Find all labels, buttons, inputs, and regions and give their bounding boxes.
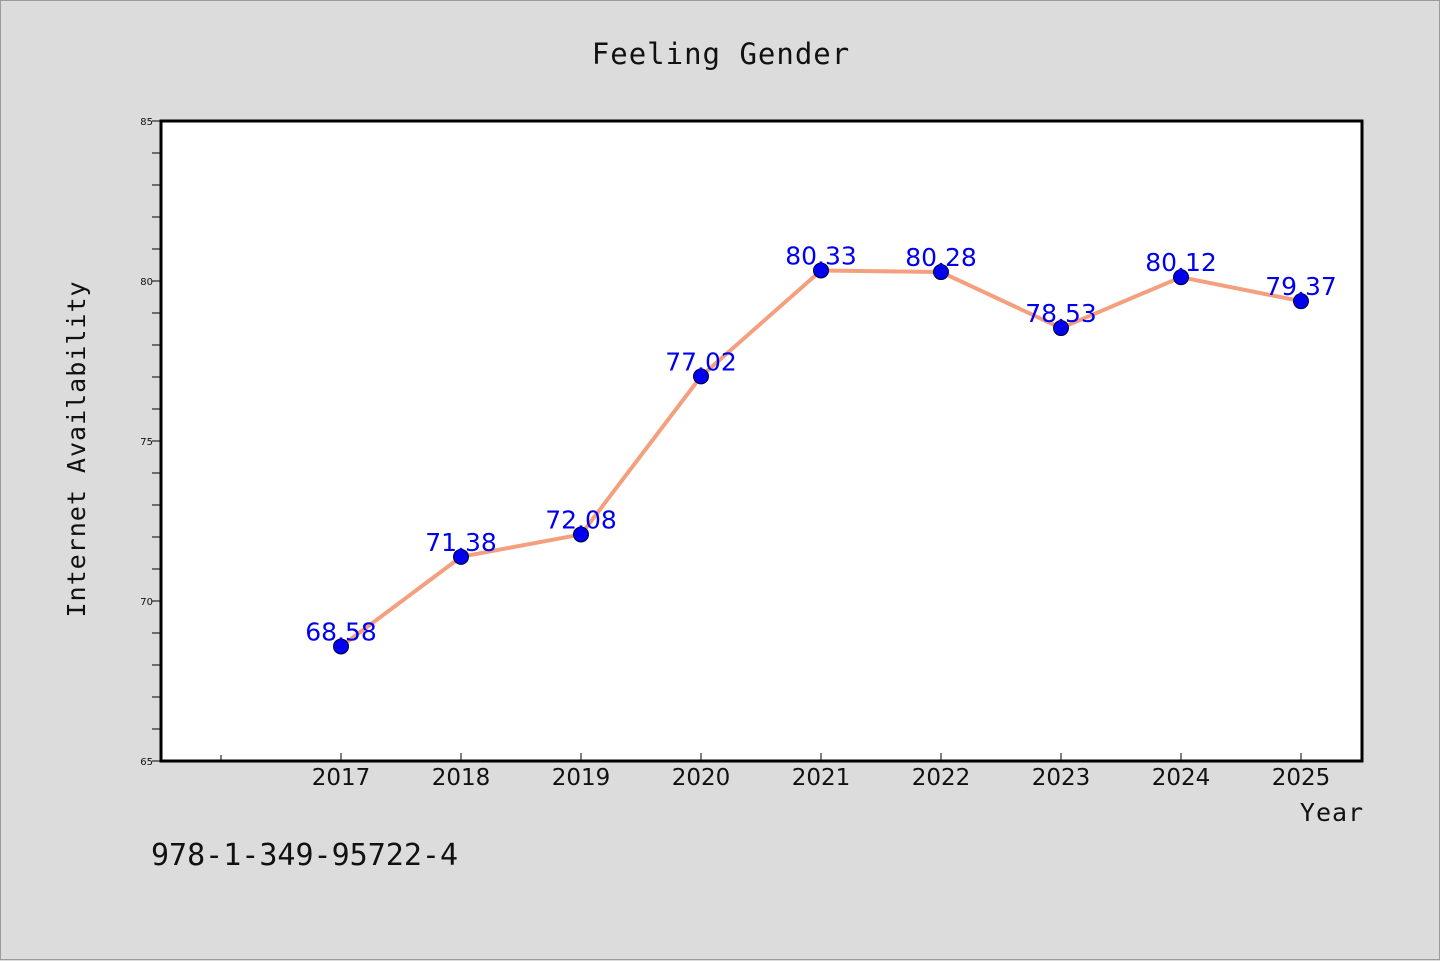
- x-tick-label: 2024: [1152, 765, 1211, 791]
- data-point: [573, 526, 589, 543]
- data-point: [1293, 293, 1309, 310]
- data-point: [813, 262, 829, 279]
- x-tick-label: 2020: [672, 765, 731, 791]
- data-point: [1173, 269, 1189, 286]
- data-label: 68.58: [305, 617, 377, 646]
- data-label: 80.28: [905, 243, 977, 272]
- data-label: 78.53: [1025, 299, 1097, 328]
- y-tick-label: 85: [140, 117, 153, 128]
- y-tick-label: 75: [140, 437, 153, 448]
- x-tick-labels: 2017 2018 2019 2020 2021 2022 2023 2024 2025: [312, 765, 1331, 791]
- data-point: [333, 638, 349, 655]
- plot-area: [161, 121, 1362, 761]
- x-tick-label: 2022: [912, 765, 971, 791]
- data-label: 71.38: [425, 528, 497, 557]
- data-label: 72.08: [545, 505, 617, 534]
- data-point: [1053, 320, 1069, 337]
- plot-border: [159, 119, 1364, 763]
- data-labels: 68.58 71.38 72.08 77.02 80.33 80.28 78.53 80.12…: [305, 241, 1337, 646]
- y-tick-label: 65: [140, 757, 153, 768]
- x-tick-label: 2019: [552, 765, 611, 791]
- y-axis-label: Internet Availability: [62, 280, 91, 617]
- data-label: 80.33: [785, 241, 857, 270]
- data-point: [933, 264, 949, 281]
- data-markers: [333, 262, 1309, 655]
- x-tick-label: 2025: [1272, 765, 1331, 791]
- x-tick-label: 2018: [432, 765, 491, 791]
- data-point: [693, 368, 709, 385]
- x-tick-label: 2023: [1032, 765, 1091, 791]
- x-tick-label: 2017: [312, 765, 371, 791]
- isbn-text: 978-1-349-95722-4: [151, 838, 458, 873]
- chart-title: Feeling Gender: [592, 37, 850, 71]
- y-tick-label: 80: [140, 277, 153, 288]
- x-axis-label: Year: [1300, 798, 1364, 827]
- y-tick-label: 70: [140, 597, 153, 608]
- data-label: 79.37: [1265, 272, 1337, 301]
- y-tick-labels: 65 70 75 80 85: [140, 117, 153, 768]
- x-tick-label: 2021: [792, 765, 851, 791]
- data-label: 80.12: [1145, 248, 1217, 277]
- data-point: [453, 548, 469, 565]
- data-label: 77.02: [665, 347, 737, 376]
